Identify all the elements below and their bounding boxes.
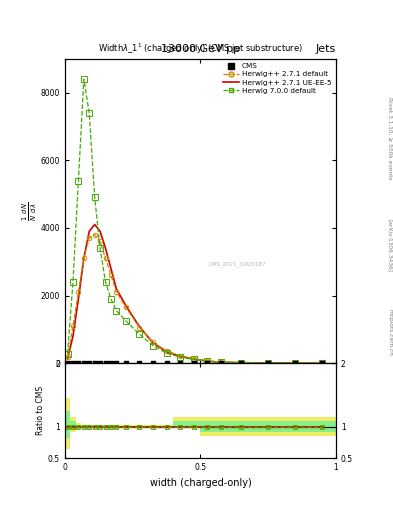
Point: [92, 359, 98, 367]
Y-axis label: $\frac{1}{N}\,\frac{dN}{d\lambda}$: $\frac{1}{N}\,\frac{dN}{d\lambda}$: [21, 201, 39, 221]
Point: [204, 359, 210, 367]
Point: [75, 359, 82, 367]
Point: [64, 359, 71, 367]
Text: mcplots.cern.ch: mcplots.cern.ch: [387, 309, 392, 356]
Point: [163, 359, 170, 367]
Point: [238, 359, 244, 367]
Point: [108, 359, 114, 367]
Point: [265, 359, 271, 367]
Point: [70, 359, 76, 367]
X-axis label: width (charged-only): width (charged-only): [150, 478, 251, 487]
Point: [319, 359, 325, 367]
Text: [arXiv:1306.3436]: [arXiv:1306.3436]: [387, 219, 392, 272]
Point: [81, 359, 87, 367]
Y-axis label: Ratio to CMS: Ratio to CMS: [36, 386, 45, 435]
Point: [292, 359, 299, 367]
Point: [123, 359, 129, 367]
Point: [218, 359, 224, 367]
Text: Jets: Jets: [316, 44, 336, 54]
Text: Width$\lambda$_1$^1$ (charged only) (CMS jet substructure): Width$\lambda$_1$^1$ (charged only) (CMS…: [98, 41, 303, 56]
Point: [150, 359, 156, 367]
Point: [177, 359, 183, 367]
Point: [136, 359, 143, 367]
Point: [86, 359, 92, 367]
Text: CMS_2021_I1920187: CMS_2021_I1920187: [209, 262, 266, 267]
Point: [102, 359, 108, 367]
Point: [113, 359, 119, 367]
Legend: CMS, Herwig++ 2.7.1 default, Herwig++ 2.7.1 UE-EE-5, Herwig 7.0.0 default: CMS, Herwig++ 2.7.1 default, Herwig++ 2.…: [220, 60, 334, 97]
Point: [97, 359, 103, 367]
Text: 13000 GeV pp: 13000 GeV pp: [161, 44, 240, 54]
Text: Rivet 3.1.10, ≥ 500k events: Rivet 3.1.10, ≥ 500k events: [387, 97, 392, 180]
Point: [191, 359, 197, 367]
